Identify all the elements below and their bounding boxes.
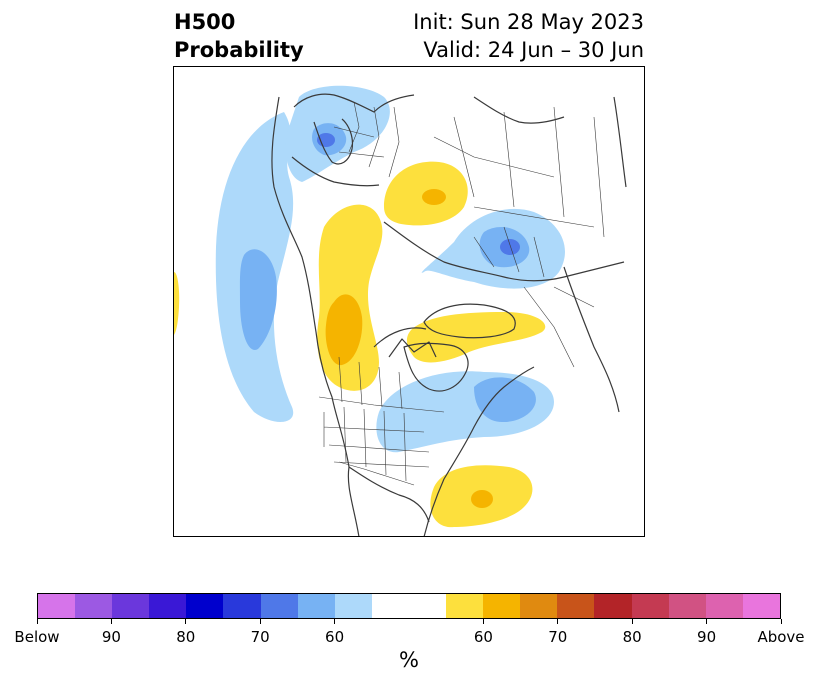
border-usa-canada (318, 396, 445, 413)
coast-greenland (423, 303, 516, 339)
colorbar-tick-label: 90 (697, 628, 717, 646)
coast-europe (291, 93, 415, 187)
valid-range: Valid: 24 Jun – 30 Jun (423, 38, 644, 62)
colorbar-tick-mark (259, 619, 261, 624)
coast-mediterranean (473, 96, 565, 124)
colorbar-tick-label: 70 (250, 628, 270, 646)
colorbar-cell (631, 594, 669, 618)
border-europe (333, 101, 400, 178)
coast-asia-east (563, 96, 627, 413)
colorbar-unit-label: % (399, 648, 419, 672)
colorbar-cell (520, 594, 558, 618)
colorbar-tick-mark (334, 619, 336, 624)
colorbar-cell (446, 594, 484, 618)
colorbar-cell (260, 594, 298, 618)
colorbar-tick-mark (110, 619, 112, 624)
border-us-states (323, 406, 430, 482)
title-line2: Probability (174, 38, 304, 62)
border-siberia (473, 226, 545, 278)
init-date: Init: Sun 28 May 2023 (413, 10, 644, 34)
below-80-siberia (500, 239, 520, 255)
below-70-pacific (239, 249, 277, 350)
border-asia (433, 106, 605, 368)
colorbar (37, 593, 781, 619)
above-70-north-america-west (325, 294, 363, 366)
coast-asia-north (383, 221, 625, 282)
colorbar-cell (223, 594, 261, 618)
border-canada-provinces (338, 356, 403, 410)
title-line1: H500 (174, 10, 236, 34)
colorbar-cell (75, 594, 113, 618)
colorbar-tick-mark (557, 619, 559, 624)
colorbar-cell (705, 594, 743, 618)
coast-scandinavia (313, 118, 354, 165)
colorbar-cell (149, 594, 187, 618)
above-normal-70-regions (325, 189, 493, 508)
colorbar-tick-label: 80 (176, 628, 196, 646)
colorbar-tick-label: 70 (548, 628, 568, 646)
probability-map (174, 67, 644, 536)
colorbar-tick-label: 60 (473, 628, 493, 646)
below-70-canada (474, 377, 536, 423)
colorbar-tick-mark (631, 619, 633, 624)
coast-north-america-west (271, 96, 360, 536)
colorbar-tick-label: Above (757, 628, 805, 646)
coast-north-america-east (423, 366, 535, 536)
colorbar-tick-mark (706, 619, 708, 624)
colorbar-cell (112, 594, 150, 618)
colorbar-tick-mark (780, 619, 782, 624)
coast-arctic-archipelago (373, 327, 437, 358)
colorbar-cell (186, 594, 224, 618)
above-70-atlantic (471, 490, 493, 508)
above-60-west-edge (174, 272, 180, 335)
coast-caribbean (348, 466, 430, 523)
above-70-arctic (422, 189, 446, 205)
coastlines (271, 93, 627, 536)
colorbar-cell (557, 594, 595, 618)
border-usa-mexico (338, 461, 415, 486)
colorbar-tick-mark (36, 619, 38, 624)
colorbar-cell (668, 594, 706, 618)
map-panel (173, 66, 645, 537)
colorbar-tick-label: Below (14, 628, 60, 646)
colorbar-tick-label: 90 (101, 628, 121, 646)
colorbar-cell (297, 594, 335, 618)
colorbar-cell (38, 594, 76, 618)
colorbar-tick-label: 60 (325, 628, 345, 646)
title-left: H500 Probability (174, 8, 304, 64)
colorbar-cell (334, 594, 372, 618)
borders (318, 101, 605, 486)
colorbar-tick-mark (185, 619, 187, 624)
colorbar-cell (742, 594, 780, 618)
colorbar-cell (594, 594, 632, 618)
title-right: Init: Sun 28 May 2023 Valid: 24 Jun – 30 … (413, 8, 644, 64)
colorbar-tick-mark (482, 619, 484, 624)
coast-hudson-bay (403, 342, 469, 392)
colorbar-cell (483, 594, 521, 618)
colorbar-cell (371, 594, 447, 618)
colorbar-tick-label: 80 (622, 628, 642, 646)
